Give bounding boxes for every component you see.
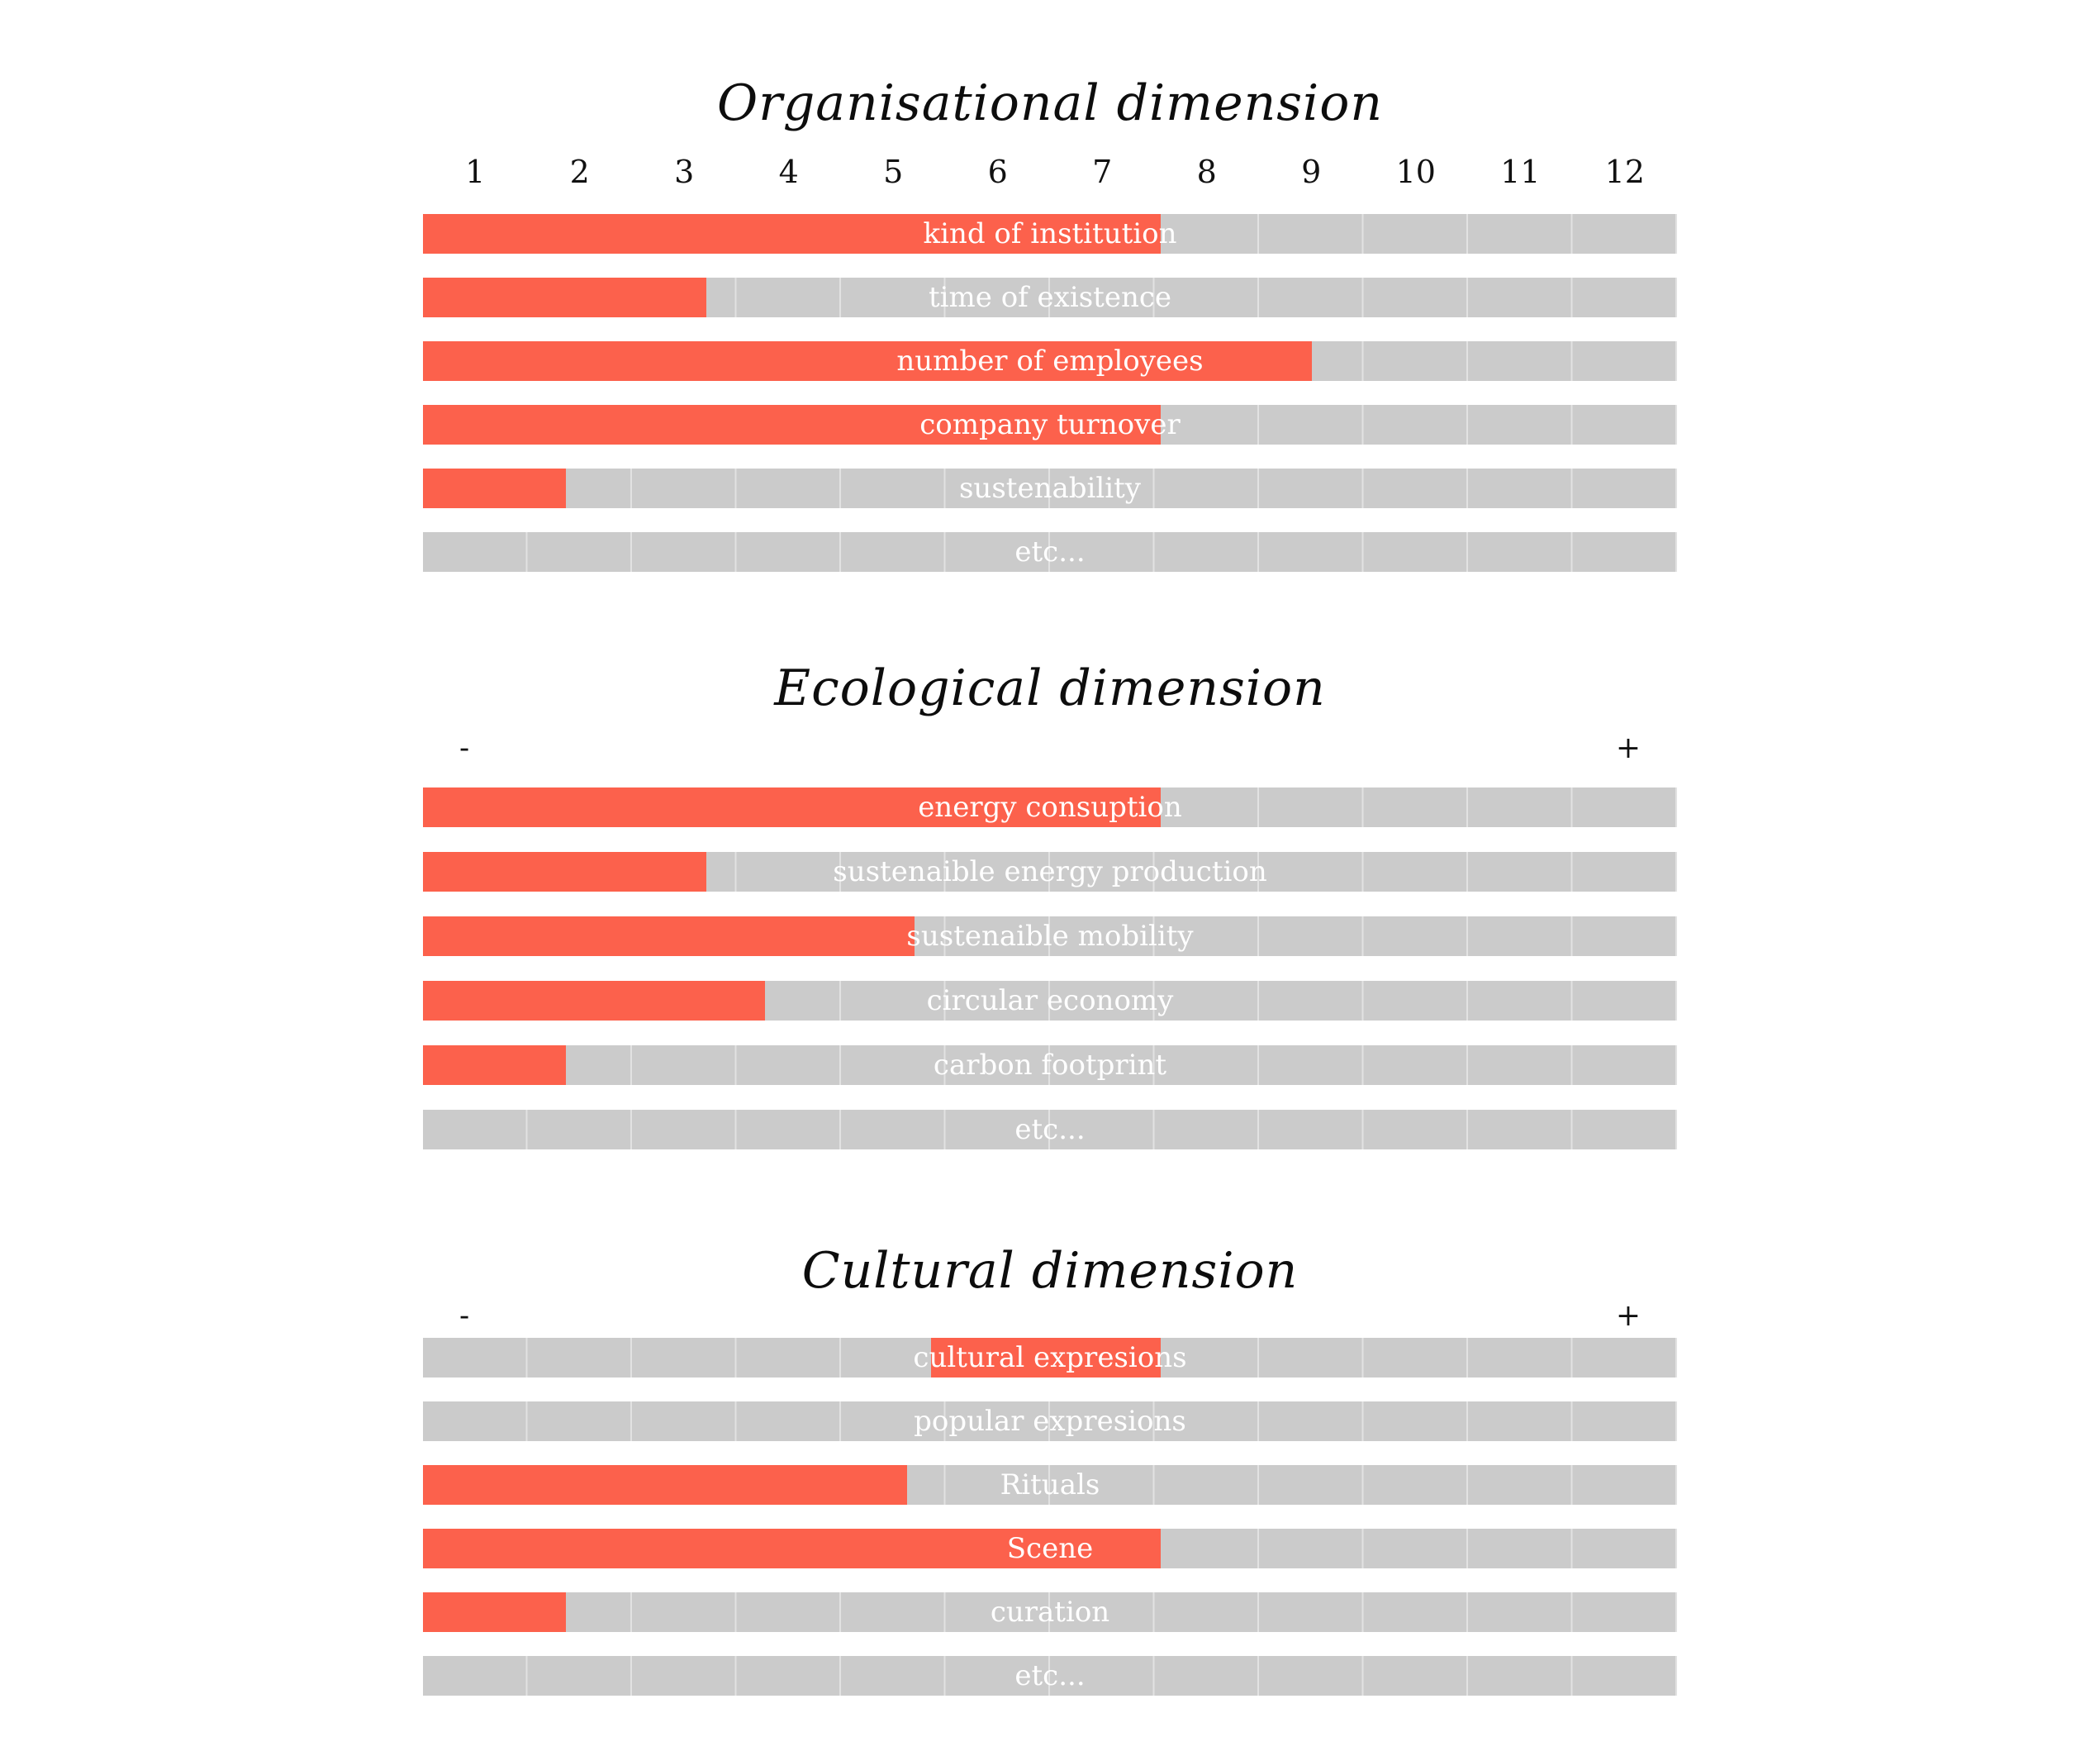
bar-row-etc: etc... <box>423 1656 1677 1696</box>
bar-row-kind-of-institution: kind of institution <box>423 214 1677 254</box>
axis-minus-label: - <box>459 731 470 765</box>
axis-plus-label: + <box>1615 1299 1641 1333</box>
section-ecological: Ecological dimension - + energy consupti… <box>423 661 1677 1149</box>
bar-label: number of employees <box>896 345 1204 378</box>
axis-tick-6: 6 <box>987 154 1008 190</box>
bar-fill <box>930 1338 1161 1377</box>
bar-label: cultural expresions <box>913 1341 1187 1374</box>
bar-group-organisational: kind of institution time of existence nu… <box>423 214 1677 572</box>
bar-row-carbon-footprint: carbon footprint <box>423 1045 1677 1085</box>
bar-fill <box>423 1592 567 1632</box>
bar-fill <box>423 214 1161 254</box>
bar-group-cultural: cultural expresions popular expresions R… <box>423 1338 1677 1696</box>
section-cultural: Cultural dimension - + cultural expresio… <box>423 1244 1677 1696</box>
axis-tick-12: 12 <box>1604 154 1645 190</box>
bar-label: sustenaible energy production <box>833 855 1267 888</box>
bar-label: kind of institution <box>923 217 1177 250</box>
bar-row-energy-consuption: energy consuption <box>423 787 1677 827</box>
bar-row-etc: etc... <box>423 1110 1677 1149</box>
section-title-cultural: Cultural dimension <box>801 1242 1299 1300</box>
bar-row-number-of-employees: number of employees <box>423 341 1677 381</box>
bar-label: sustenability <box>958 472 1141 505</box>
bar-row-sustenaible-energy-production: sustenaible energy production <box>423 852 1677 892</box>
bar-group-ecological: energy consuption sustenaible energy pro… <box>423 787 1677 1149</box>
bar-fill <box>423 981 766 1021</box>
bar-fill <box>423 916 915 956</box>
axis-tick-1: 1 <box>465 154 486 190</box>
bar-row-curation: curation <box>423 1592 1677 1632</box>
bar-fill <box>423 852 707 892</box>
axis-tick-3: 3 <box>674 154 695 190</box>
axis-tick-7: 7 <box>1092 154 1113 190</box>
bar-label: Scene <box>1006 1532 1094 1565</box>
axis-plus-label: + <box>1615 731 1641 765</box>
bar-label: etc... <box>1014 1659 1086 1692</box>
bar-label: Rituals <box>1000 1468 1100 1501</box>
bar-row-popular-expresions: popular expresions <box>423 1401 1677 1441</box>
bar-row-company-turnover: company turnover <box>423 405 1677 445</box>
bar-label: popular expresions <box>914 1405 1186 1438</box>
axis-minus-label: - <box>459 1299 470 1333</box>
axis-tick-10: 10 <box>1395 154 1436 190</box>
axis-ticks-row: 1 2 3 4 5 6 7 8 9 10 11 12 <box>423 154 1677 190</box>
axis-tick-4: 4 <box>778 154 799 190</box>
bar-label: time of existence <box>928 281 1172 314</box>
bar-label: etc... <box>1014 1113 1086 1146</box>
bar-fill <box>423 341 1313 381</box>
bar-row-time-of-existence: time of existence <box>423 278 1677 317</box>
chart-content: Organisational dimension 1 2 3 4 5 6 7 8… <box>423 76 1677 1696</box>
axis-minmax-row: - + <box>423 732 1677 765</box>
axis-tick-9: 9 <box>1301 154 1322 190</box>
bar-row-sustenability: sustenability <box>423 469 1677 508</box>
bar-label: sustenaible mobility <box>906 920 1194 953</box>
bar-row-etc: etc... <box>423 532 1677 572</box>
bar-label: curation <box>990 1596 1110 1629</box>
axis-minmax-row: - + <box>423 1301 1677 1331</box>
bar-fill <box>423 787 1161 827</box>
section-title-organisational: Organisational dimension <box>717 74 1383 132</box>
bar-fill <box>423 278 707 317</box>
bar-label: company turnover <box>919 408 1181 441</box>
axis-tick-5: 5 <box>883 154 904 190</box>
bar-row-scene: Scene <box>423 1529 1677 1568</box>
axis-tick-2: 2 <box>569 154 590 190</box>
bar-row-cultural-expresions: cultural expresions <box>423 1338 1677 1377</box>
bar-fill <box>423 1529 1161 1568</box>
bar-fill <box>423 469 567 508</box>
axis-tick-11: 11 <box>1500 154 1541 190</box>
bar-label: carbon footprint <box>933 1049 1167 1082</box>
bar-row-sustenaible-mobility: sustenaible mobility <box>423 916 1677 956</box>
bar-fill <box>423 1045 567 1085</box>
bar-row-rituals: Rituals <box>423 1465 1677 1505</box>
section-title-ecological: Ecological dimension <box>774 659 1326 717</box>
bar-fill <box>423 1465 907 1505</box>
bar-label: etc... <box>1014 535 1086 569</box>
bar-label: circular economy <box>926 984 1174 1017</box>
bar-row-circular-economy: circular economy <box>423 981 1677 1021</box>
bar-label: energy consuption <box>918 791 1182 824</box>
bar-fill <box>423 405 1161 445</box>
section-organisational: Organisational dimension 1 2 3 4 5 6 7 8… <box>423 76 1677 572</box>
axis-tick-8: 8 <box>1196 154 1217 190</box>
